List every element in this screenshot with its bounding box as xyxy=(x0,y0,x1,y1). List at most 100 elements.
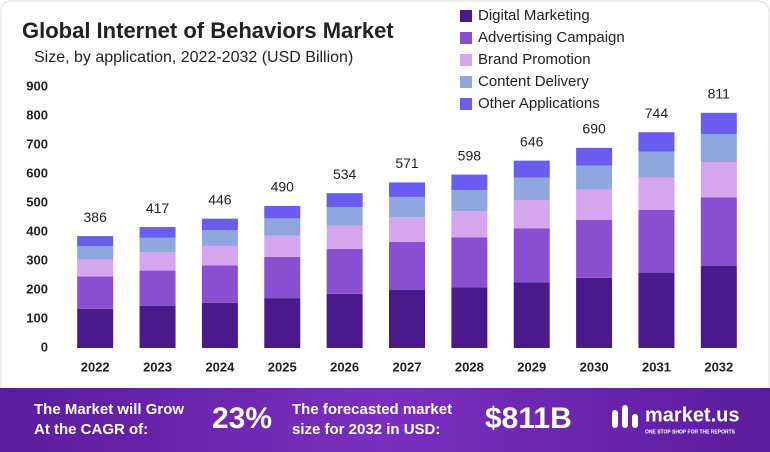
bar-segment xyxy=(638,132,675,152)
bar-segment xyxy=(576,189,613,220)
forecast-value: $811B xyxy=(485,402,572,435)
bar-segment xyxy=(451,190,488,212)
bar-segment xyxy=(139,270,176,306)
x-tick-label: 2030 xyxy=(580,359,609,374)
bar-segment xyxy=(576,165,613,190)
bar-segment xyxy=(700,162,737,198)
total-label: 598 xyxy=(458,147,482,163)
total-label: 571 xyxy=(395,155,419,171)
legend-swatch xyxy=(460,76,472,88)
bar-segment xyxy=(264,256,301,299)
x-tick-label: 2024 xyxy=(205,359,235,374)
legend-label: Other Applications xyxy=(478,95,600,112)
bar-segment xyxy=(451,287,488,348)
bar-segment xyxy=(513,200,550,229)
bar-segment xyxy=(700,265,737,348)
total-label: 744 xyxy=(645,105,669,121)
bar-segment xyxy=(638,177,675,210)
bar-segment xyxy=(389,182,425,197)
legend-swatch xyxy=(460,98,472,110)
bar-segment xyxy=(139,252,176,271)
footer-band xyxy=(0,388,770,452)
plot: 0 100 200 300 400 500 600 700 800 900 2022 386 2023 4… xyxy=(26,7,737,374)
bar-segment xyxy=(451,211,488,238)
x-tick-label: 2023 xyxy=(143,359,172,374)
bar-segment xyxy=(201,245,238,266)
bar-segment xyxy=(326,193,363,208)
x-tick-label: 2022 xyxy=(81,359,110,374)
total-label: 417 xyxy=(146,200,170,216)
bar-segment xyxy=(638,151,675,178)
bar-segment xyxy=(77,259,114,277)
forecast-text: The forecasted market xyxy=(292,401,452,418)
total-label: 490 xyxy=(271,179,295,195)
total-label: 386 xyxy=(84,209,108,225)
total-label: 690 xyxy=(582,121,606,137)
y-tick-label: 200 xyxy=(26,281,48,296)
chart-title: Global Internet of Behaviors Market xyxy=(22,18,394,43)
y-tick-label: 0 xyxy=(41,339,48,354)
legend-label: Digital Marketing xyxy=(478,7,590,24)
bar-segment xyxy=(513,228,550,283)
bar-segment xyxy=(389,290,425,348)
legend-label: Content Delivery xyxy=(478,73,589,90)
bar-segment xyxy=(201,265,238,303)
bar-segment xyxy=(139,227,176,238)
bar-segment xyxy=(264,218,301,236)
y-tick-label: 700 xyxy=(26,136,48,151)
total-label: 534 xyxy=(333,166,357,182)
bar-segment xyxy=(139,305,176,348)
bar-segment xyxy=(77,236,114,247)
y-tick-label: 400 xyxy=(26,223,48,238)
bar-segment xyxy=(77,308,114,348)
bar-segment xyxy=(264,205,301,219)
bar-segment xyxy=(638,272,675,348)
bar-segment xyxy=(576,219,613,278)
tagline: ONE STOP SHOP FOR THE REPORTS xyxy=(645,429,736,435)
bar-segment xyxy=(513,177,550,201)
cagr-text: At the CAGR of: xyxy=(34,421,148,438)
brand: market.us xyxy=(645,404,740,426)
bar-segment xyxy=(513,160,550,178)
x-tick-label: 2026 xyxy=(330,359,359,374)
y-tick-label: 900 xyxy=(26,78,48,93)
bar-segment xyxy=(700,197,737,266)
bar-segment xyxy=(139,237,176,253)
bar-segment xyxy=(638,209,675,273)
x-tick-label: 2031 xyxy=(642,359,671,374)
bar-segment xyxy=(451,174,488,191)
bar-segment xyxy=(326,248,363,294)
cagr-value: 23% xyxy=(212,402,272,435)
x-tick-label: 2032 xyxy=(704,359,733,374)
bar-segment xyxy=(201,230,238,246)
total-label: 446 xyxy=(208,191,232,207)
y-tick-label: 300 xyxy=(26,252,48,267)
bar-segment xyxy=(264,298,301,348)
bar-segment xyxy=(451,237,488,288)
bar-segment xyxy=(77,246,114,260)
bar-segment xyxy=(201,302,238,348)
total-label: 646 xyxy=(520,133,544,149)
total-label: 811 xyxy=(708,86,731,102)
legend-swatch xyxy=(460,10,472,22)
legend-label: Advertising Campaign xyxy=(478,29,625,46)
bar-segment xyxy=(700,133,737,163)
bar-segment xyxy=(77,276,114,309)
bar-segment xyxy=(264,235,301,257)
bar-segment xyxy=(389,241,425,290)
x-tick-label: 2029 xyxy=(517,359,546,374)
bar-segment xyxy=(201,218,238,231)
forecast-text: size for 2032 in USD: xyxy=(292,421,440,438)
x-tick-label: 2028 xyxy=(455,359,484,374)
bar-segment xyxy=(389,216,425,242)
cagr-text: The Market will Grow xyxy=(34,401,184,418)
y-tick-label: 100 xyxy=(26,310,48,325)
bar-segment xyxy=(326,293,363,348)
y-tick-label: 800 xyxy=(26,107,48,122)
bar-segment xyxy=(576,147,613,166)
bar-segment xyxy=(513,282,550,348)
brand-logo xyxy=(612,405,638,428)
bar-segment xyxy=(389,196,425,217)
x-tick-label: 2027 xyxy=(393,359,422,374)
